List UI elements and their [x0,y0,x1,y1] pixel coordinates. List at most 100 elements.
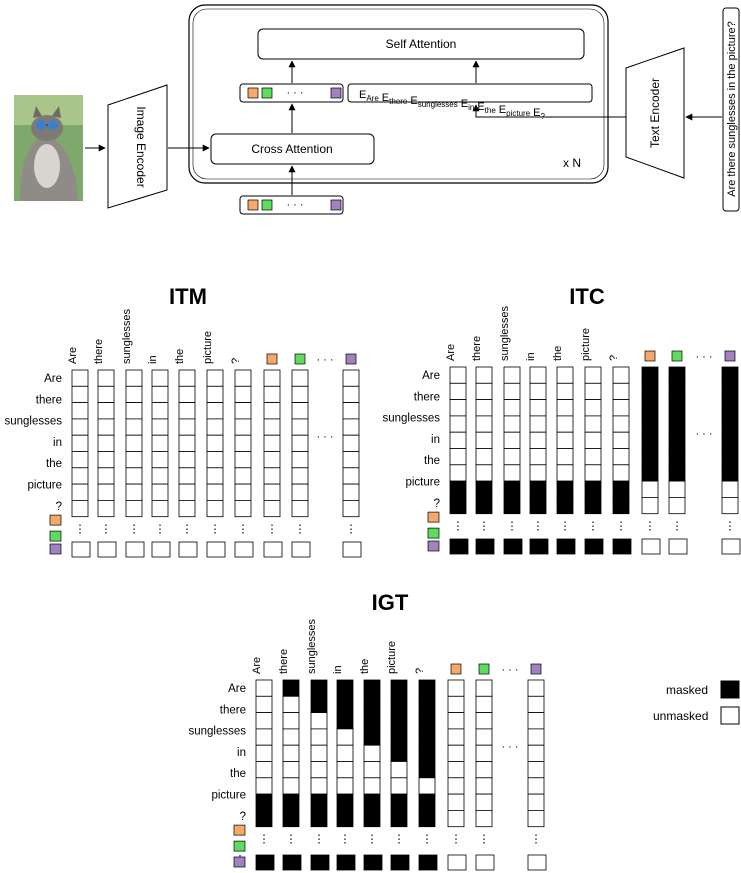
row-label-0: Are [228,683,246,695]
legend-unmasked-swatch [720,706,740,725]
mask-cell [668,448,686,466]
mask-cell [97,451,115,469]
mask-cell [584,448,602,466]
col-vdots: ⋮ [210,524,221,536]
mask-cell [449,431,467,449]
mask-cell [310,679,328,697]
col-query-token-2 [294,353,306,365]
row-query-token-1 [233,824,246,836]
row-label-0: Are [44,373,62,385]
mask-cell [71,434,89,452]
mask-cell-last [363,854,383,871]
mask-cell [475,448,493,466]
col-vdots: ⋮ [672,521,683,533]
row-label-3: in [53,437,62,449]
mask-cell-last [529,538,549,555]
mask-cell [529,399,547,417]
mask-cell [282,728,300,746]
mask-cell-last [641,538,661,555]
mask-cell [336,793,354,811]
row-label-2: sunglesses [4,416,62,428]
mask-cell [206,483,224,501]
row-label-3: in [237,747,246,759]
mask-cell [336,679,354,697]
mask-cell [475,744,493,762]
mask-cell [641,399,659,417]
col-ellipsis: · · · [695,428,712,440]
row-label-3: in [431,434,440,446]
row-label-6: ? [434,498,440,510]
mask-cell [263,434,281,452]
mask-cell [336,712,354,730]
col-vdots: ⋮ [507,521,518,533]
mask-cell [282,712,300,730]
mask-cell [178,451,196,469]
mask-cell [291,467,309,485]
mask-cell [390,810,408,828]
text-encoder-block [625,47,685,179]
itm-mask-matrix: Are there sunglesses in the picture? ⋮ Are ⋮ ther… [4,308,362,558]
mask-cell [612,415,630,433]
row-label-1: there [414,391,440,403]
mask-cell [282,793,300,811]
col-label-6: ? [608,355,620,361]
mask-cell [668,399,686,417]
input-image [14,95,83,201]
mask-cell [310,793,328,811]
text-encoder-label: Text Encoder [648,78,662,148]
mask-cell [721,366,739,384]
mask-cell [234,369,252,387]
mask-cell [71,369,89,387]
mask-cell [71,499,89,518]
col-vdots: ⋮ [259,834,270,846]
mask-cell [282,744,300,762]
mask-cell [418,810,436,828]
mask-cell [556,366,574,384]
col-vdots: ⋮ [725,521,736,533]
mask-cell [342,402,360,420]
embedding-sub-4: the [485,106,497,115]
mask-cell [234,467,252,485]
mask-cell [612,464,630,482]
row-query-token-n [427,540,440,552]
mask-cell [178,385,196,403]
mask-cell [97,418,115,436]
mask-cell [447,777,465,795]
row-query-token-n [49,543,62,555]
mask-cell [556,431,574,449]
mask-cell [125,467,143,485]
mask-cell [291,418,309,436]
mask-cell [390,761,408,779]
mask-cell [503,415,521,433]
mask-cell [529,366,547,384]
mask-cell [418,695,436,713]
mask-cell [529,480,547,498]
query-token-2 [261,199,273,211]
mask-cell [336,810,354,828]
mask-cell [342,467,360,485]
mask-cell [556,480,574,498]
mask-cell [363,712,381,730]
mask-cell [584,464,602,482]
mask-cell [612,366,630,384]
mask-cell [529,496,547,515]
mask-cell [556,382,574,400]
mask-cell [475,728,493,746]
mask-cell [291,451,309,469]
col-vdots: ⋮ [422,834,433,846]
cross-attention-block [210,133,375,165]
mask-cell [390,712,408,730]
mask-cell [310,777,328,795]
row-query-token-1 [427,511,440,523]
mask-cell [447,810,465,828]
col-label-2: sunglesses [499,305,511,361]
mask-cell [527,679,545,697]
mask-cell [721,415,739,433]
mask-cell [291,402,309,420]
embedding-3: E [461,98,468,110]
mask-cell [447,761,465,779]
mask-cell [527,761,545,779]
mask-cell [263,451,281,469]
col-vdots: ⋮ [346,524,357,536]
mask-cell [151,451,169,469]
